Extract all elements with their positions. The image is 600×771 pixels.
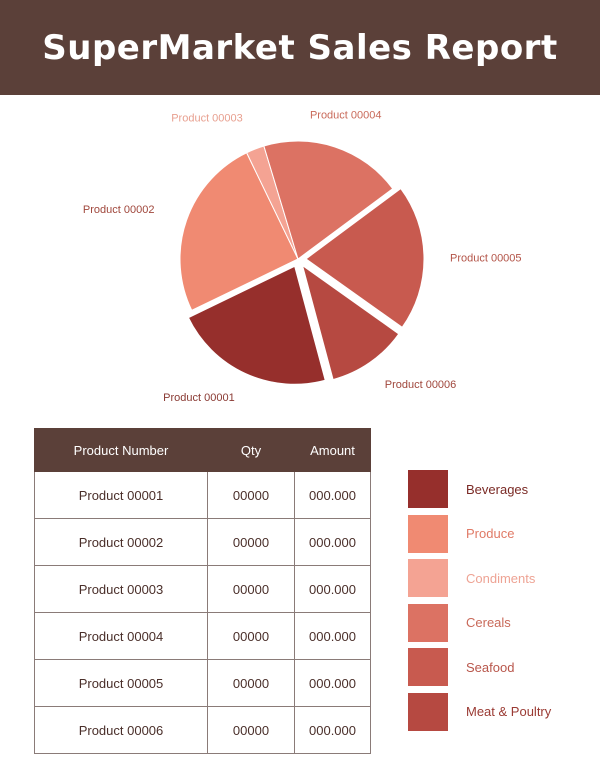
cell-qty: 00000 bbox=[207, 659, 295, 707]
category-legend: Beverages Produce Condiments Cereals Sea… bbox=[408, 470, 588, 737]
legend-label: Meat & Poultry bbox=[466, 704, 552, 719]
legend-item-cereals: Cereals bbox=[408, 603, 588, 642]
legend-label: Produce bbox=[466, 526, 515, 541]
pie-slice-4 bbox=[263, 140, 394, 260]
legend-swatch bbox=[408, 559, 448, 597]
cell-amount: 000.000 bbox=[294, 612, 371, 660]
cell-amount: 000.000 bbox=[294, 706, 371, 754]
sales-table: Product Number Qty Amount Product 00001 … bbox=[34, 428, 371, 754]
legend-swatch bbox=[408, 648, 448, 686]
legend-item-meat-poultry: Meat & Poultry bbox=[408, 692, 588, 731]
table-row: Product 00002 00000 000.000 bbox=[34, 518, 371, 566]
header-qty: Qty bbox=[207, 428, 295, 472]
legend-swatch bbox=[408, 692, 448, 731]
pie-label-6: Product 00006 bbox=[385, 379, 457, 391]
legend-label: Condiments bbox=[466, 570, 536, 586]
cell-product: Product 00005 bbox=[34, 659, 208, 707]
pie-label-5: Product 00005 bbox=[450, 252, 522, 264]
table-row: Product 00005 00000 000.000 bbox=[34, 659, 371, 707]
pie-label-2: Product 00002 bbox=[83, 204, 155, 216]
legend-label: Beverages bbox=[466, 481, 529, 497]
pie-slice-5 bbox=[305, 187, 425, 328]
pie-slice-1 bbox=[187, 265, 326, 385]
report-header: SuperMarket Sales Report bbox=[0, 0, 600, 95]
table-row: Product 00001 00000 000.000 bbox=[34, 471, 371, 519]
header-product-number: Product Number bbox=[34, 428, 208, 472]
legend-item-seafood: Seafood bbox=[408, 648, 588, 686]
legend-item-produce: Produce bbox=[408, 514, 588, 553]
cell-qty: 00000 bbox=[207, 565, 295, 613]
pie-label-1: Product 00001 bbox=[163, 392, 235, 404]
pie-label-4: Product 00004 bbox=[310, 110, 382, 122]
sales-pie-chart: Product 00001 Product 00002 Product 00003 P… bbox=[0, 95, 600, 415]
cell-qty: 00000 bbox=[207, 706, 295, 754]
cell-amount: 000.000 bbox=[294, 518, 371, 566]
cell-qty: 00000 bbox=[207, 518, 295, 566]
legend-swatch bbox=[408, 603, 448, 642]
cell-amount: 000.000 bbox=[294, 659, 371, 707]
report-title: SuperMarket Sales Report bbox=[42, 27, 558, 68]
legend-swatch bbox=[408, 514, 448, 553]
pie-label-3: Product 00003 bbox=[171, 112, 243, 124]
cell-product: Product 00003 bbox=[34, 565, 208, 613]
table-header-row: Product Number Qty Amount bbox=[34, 428, 371, 472]
legend-item-beverages: Beverages bbox=[408, 470, 588, 508]
pie-slice-2 bbox=[179, 152, 299, 312]
cell-amount: 000.000 bbox=[294, 471, 371, 519]
pie-slice-6 bbox=[301, 264, 400, 381]
table-row: Product 00004 00000 000.000 bbox=[34, 612, 371, 660]
legend-label: Seafood bbox=[466, 659, 515, 675]
legend-label: Cereals bbox=[466, 615, 511, 630]
cell-product: Product 00006 bbox=[34, 706, 208, 754]
cell-qty: 00000 bbox=[207, 612, 295, 660]
legend-item-condiments: Condiments bbox=[408, 559, 588, 597]
cell-qty: 00000 bbox=[207, 471, 295, 519]
cell-product: Product 00004 bbox=[34, 612, 208, 660]
cell-product: Product 00002 bbox=[34, 518, 208, 566]
pie-chart-svg: Product 00001 Product 00002 Product 00003 P… bbox=[83, 110, 522, 405]
header-amount: Amount bbox=[294, 428, 371, 472]
cell-amount: 000.000 bbox=[294, 565, 371, 613]
legend-swatch bbox=[408, 470, 448, 508]
table-row: Product 00003 00000 000.000 bbox=[34, 565, 371, 613]
cell-product: Product 00001 bbox=[34, 471, 208, 519]
table-row: Product 00006 00000 000.000 bbox=[34, 706, 371, 754]
